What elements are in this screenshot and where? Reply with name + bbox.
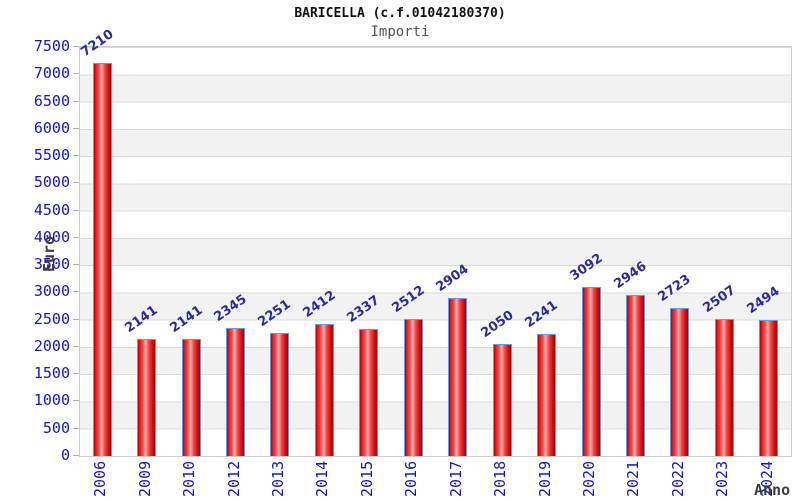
x-tick-label: 2018 [491,460,510,497]
bar-value-label: 3092 [566,250,606,284]
x-tick-label: 2016 [402,460,421,497]
bar-value-label: 2241 [522,297,561,331]
y-tick-label: 1500 [33,364,70,383]
y-tick-mark [73,155,79,157]
bar-value-label: 2507 [700,282,739,316]
plot-area: 7210 2141 2141 2345 2251 2412 2337 2512 2904 2050… [78,27,792,457]
y-tick-mark [73,373,79,375]
y-tick-label: 500 [42,418,70,437]
x-tick-label: 2017 [446,460,465,497]
bar-value-label: 2050 [478,307,517,341]
bar-value-label: 2723 [655,271,695,305]
x-tick-label: 2010 [180,460,199,497]
y-tick-label: 6500 [33,91,70,110]
y-tick-mark [73,73,79,75]
x-tick-label: 2013 [268,460,287,497]
x-tick-label: 2022 [668,460,687,497]
bar-value-label: 2337 [344,292,383,326]
y-tick-label: 4500 [33,200,70,219]
y-tick-label: 3500 [33,255,70,274]
bar-value-label: 2251 [255,296,295,330]
y-tick-mark [73,264,79,266]
bar [714,319,734,456]
y-tick-mark [73,46,79,47]
y-tick-label: 7000 [33,64,70,83]
bar [137,339,157,456]
x-tick-label: 2009 [135,460,154,497]
bar [314,324,334,456]
x-tick-label: 2006 [91,460,110,497]
x-tick-label: 2014 [313,460,332,497]
y-tick-mark [73,182,79,184]
x-axis-title: Anno [754,481,791,499]
y-tick-mark [73,127,79,129]
y-tick-label: 3000 [33,282,70,301]
chart-title: BARICELLA (c.f.01042180370) [294,6,506,21]
x-tick-label: 2015 [357,460,376,497]
y-tick-label: 6000 [33,118,70,137]
bar [492,344,512,456]
bar [92,63,112,456]
bar [537,334,557,456]
bar [581,287,601,456]
bar [270,333,290,456]
y-tick-mark [73,100,79,102]
bar [448,298,468,456]
bar [670,308,690,456]
y-tick-label: 1000 [33,391,70,410]
bar-value-label: 2141 [122,302,161,336]
bar-value-label: 2412 [300,287,339,321]
bar-value-label: 2345 [211,291,250,325]
y-tick-label: 7500 [33,37,70,55]
y-tick-label: 4000 [33,227,70,246]
y-tick-label: 2000 [33,336,70,355]
bar [181,339,201,456]
y-tick-label: 5000 [33,173,70,192]
x-tick-label: 2023 [713,460,732,497]
bar [403,319,423,456]
bar [359,329,379,456]
bar-value-label: 2904 [433,261,472,295]
y-tick-mark [73,455,79,456]
y-axis-title: Euro [40,235,58,272]
y-tick-label: 2500 [33,309,70,328]
y-tick-label: 5500 [33,146,70,165]
x-tick-label: 2019 [535,460,554,497]
bar-value-label: 2141 [166,302,206,336]
bar-value-label: 2494 [744,283,783,317]
y-tick-mark [73,236,79,238]
y-tick-mark [73,427,79,429]
y-tick-mark [73,209,79,211]
y-tick-mark [73,318,79,320]
bar [759,320,779,456]
x-tick-label: 2012 [224,460,243,497]
y-tick-label: 0 [60,446,70,464]
x-tick-label: 2020 [580,460,599,497]
bar-value-label: 2512 [389,282,428,316]
bar [625,295,645,456]
y-tick-mark [73,291,79,293]
y-tick-mark [73,400,79,402]
x-tick-label: 2021 [624,460,643,497]
y-tick-mark [73,345,79,347]
chart-subtitle: Importi [370,24,430,40]
bar-value-label: 2946 [611,258,650,292]
bar [226,328,246,456]
